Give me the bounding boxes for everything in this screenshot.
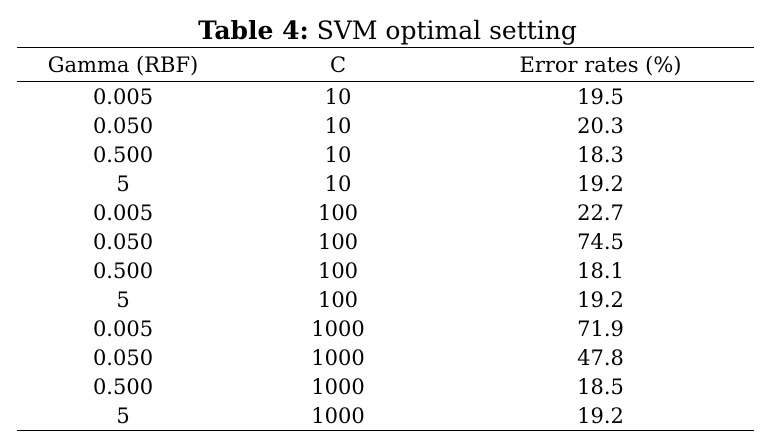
header-gamma: Gamma (RBF) bbox=[47, 52, 199, 77]
error-rate-cell: 71.9 bbox=[577, 316, 624, 341]
table-row: 0.500 100 18.1 bbox=[17, 256, 754, 285]
c-cell: 1000 bbox=[311, 345, 365, 370]
gamma-cell: 0.050 bbox=[92, 113, 154, 138]
header-error-rates: Error rates (%) bbox=[519, 52, 682, 77]
table-row: 5 10 19.2 bbox=[17, 169, 754, 198]
c-cell: 10 bbox=[324, 113, 352, 138]
gamma-cell: 0.500 bbox=[92, 258, 154, 283]
gamma-cell: 5 bbox=[116, 287, 130, 312]
error-rate-cell: 22.7 bbox=[577, 200, 624, 225]
error-rate-cell: 19.2 bbox=[577, 171, 624, 196]
table-row: 0.005 1000 71.9 bbox=[17, 314, 754, 343]
c-cell: 1000 bbox=[311, 403, 365, 428]
table-row: 0.005 100 22.7 bbox=[17, 198, 754, 227]
c-cell: 100 bbox=[317, 258, 359, 283]
table-row: 0.500 1000 18.5 bbox=[17, 372, 754, 401]
c-cell: 10 bbox=[324, 171, 352, 196]
gamma-cell: 0.050 bbox=[92, 345, 154, 370]
table-header: Gamma (RBF) C Error rates (%) bbox=[17, 47, 754, 82]
c-cell: 1000 bbox=[311, 316, 365, 341]
error-rate-cell: 19.5 bbox=[577, 84, 624, 109]
header-row: Gamma (RBF) C Error rates (%) bbox=[17, 47, 754, 82]
header-c: C bbox=[329, 52, 347, 77]
table-row: 5 100 19.2 bbox=[17, 285, 754, 314]
gamma-cell: 0.500 bbox=[92, 374, 154, 399]
c-cell: 1000 bbox=[311, 374, 365, 399]
table-row: 0.500 10 18.3 bbox=[17, 140, 754, 169]
gamma-cell: 5 bbox=[116, 171, 130, 196]
table-row: 0.050 10 20.3 bbox=[17, 111, 754, 140]
gamma-cell: 0.050 bbox=[92, 229, 154, 254]
error-rate-cell: 20.3 bbox=[577, 113, 624, 138]
table-row: 0.050 1000 47.8 bbox=[17, 343, 754, 372]
c-cell: 100 bbox=[317, 229, 359, 254]
error-rate-cell: 18.1 bbox=[577, 258, 624, 283]
c-cell: 100 bbox=[317, 200, 359, 225]
svm-settings-table: Gamma (RBF) C Error rates (%) 0.005 10 19.… bbox=[17, 47, 754, 431]
c-cell: 10 bbox=[324, 84, 352, 109]
table-caption: Table 4: SVM optimal setting bbox=[0, 14, 775, 48]
error-rate-cell: 18.5 bbox=[577, 374, 624, 399]
gamma-cell: 0.005 bbox=[92, 316, 154, 341]
table-row: 0.005 10 19.5 bbox=[17, 82, 754, 112]
gamma-cell: 0.500 bbox=[92, 142, 154, 167]
table-row: 5 1000 19.2 bbox=[17, 401, 754, 431]
error-rate-cell: 47.8 bbox=[577, 345, 624, 370]
gamma-cell: 5 bbox=[116, 403, 130, 428]
error-rate-cell: 18.3 bbox=[577, 142, 624, 167]
c-cell: 100 bbox=[317, 287, 359, 312]
table-caption-text: SVM optimal setting bbox=[316, 16, 577, 45]
gamma-cell: 0.005 bbox=[92, 200, 154, 225]
table-caption-label: Table 4: bbox=[198, 16, 309, 45]
table-row: 0.050 100 74.5 bbox=[17, 227, 754, 256]
error-rate-cell: 19.2 bbox=[577, 287, 624, 312]
error-rate-cell: 19.2 bbox=[577, 403, 624, 428]
error-rate-cell: 74.5 bbox=[577, 229, 624, 254]
gamma-cell: 0.005 bbox=[92, 84, 154, 109]
c-cell: 10 bbox=[324, 142, 352, 167]
table-body: 0.005 10 19.5 0.050 10 20.3 0.500 10 18.3 5 10 19.2… bbox=[17, 82, 754, 431]
